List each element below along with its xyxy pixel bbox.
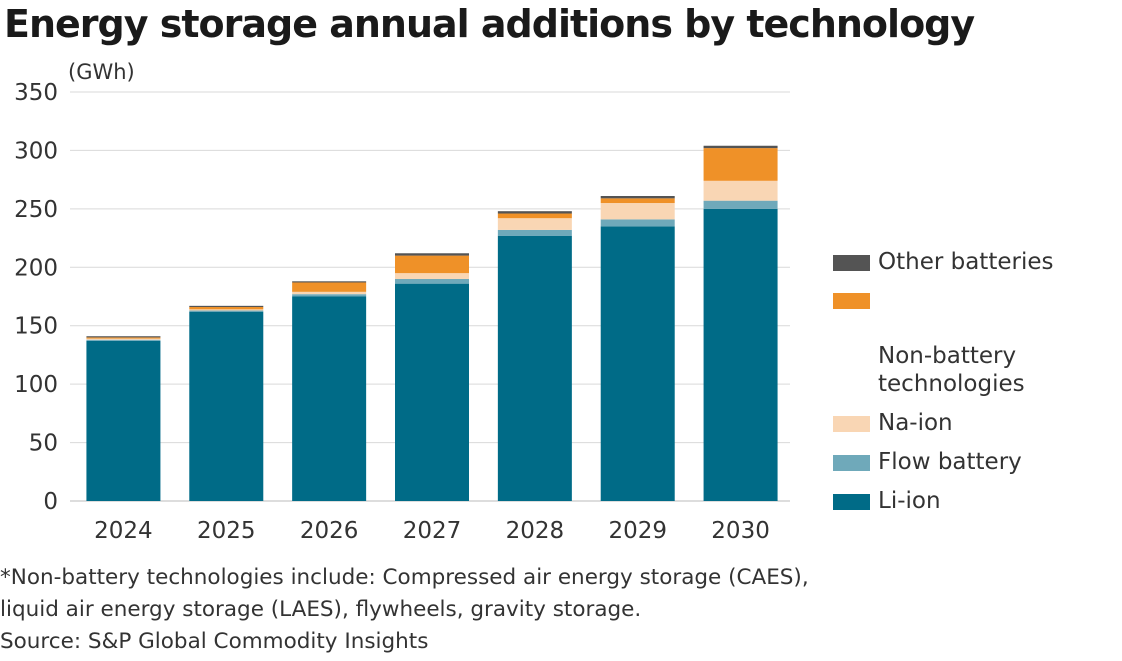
bar-segment-li-ion [189, 311, 264, 501]
bar-stack-2027 [395, 253, 469, 501]
bar-segment-other-batteries [703, 145, 778, 149]
legend-swatch [833, 416, 870, 432]
bar-segment-other-batteries [395, 253, 469, 256]
bar-segment-li-ion [86, 340, 161, 501]
bar-stack-2026 [292, 281, 367, 501]
bar-segment-other-batteries [86, 336, 161, 338]
bar-segment-li-ion [703, 208, 778, 501]
bar-stack-2024 [86, 336, 161, 501]
legend-item-li-ion: Li-ion [833, 487, 1113, 515]
legend-item-other-batteries: Other batteries [833, 248, 1113, 276]
bar-segment-non-battery-technologies [86, 337, 161, 339]
bar-segment-li-ion [600, 226, 675, 501]
x-tick-label: 2028 [506, 518, 565, 544]
source-note: Source: S&P Global Commodity Insights [0, 629, 429, 654]
footnote-line-1: *Non-battery technologies include: Compr… [0, 565, 809, 590]
footnotes: *Non-battery technologies include: Compr… [0, 562, 809, 658]
bar-segment-non-battery-technologies [395, 255, 469, 274]
y-tick-label: 350 [14, 80, 58, 106]
chart-title: Energy storage annual additions by techn… [4, 2, 975, 46]
bar-segment-flow-battery [497, 229, 572, 236]
y-tick-label: 100 [14, 372, 58, 398]
x-axis-ticks: 2024 2025 2026 2027 2028 2029 2030 [94, 518, 770, 544]
y-tick-label: 200 [14, 255, 58, 281]
legend-label: Li-ion [878, 488, 941, 514]
bar-segment-flow-battery [189, 310, 264, 312]
bar-segment-na-ion [292, 291, 367, 295]
legend-swatch [833, 255, 870, 271]
x-tick-label: 2025 [197, 518, 256, 544]
y-tick-label: 50 [29, 431, 58, 457]
bar-stack-2025 [189, 305, 264, 501]
legend-swatch [833, 293, 870, 309]
bar-segment-flow-battery [86, 339, 161, 341]
bar-segment-flow-battery [600, 219, 675, 227]
y-tick-label: 150 [14, 314, 58, 340]
bar-segment-flow-battery [395, 278, 469, 284]
x-tick-label: 2026 [300, 518, 359, 544]
bar-segment-non-battery-technologies [703, 148, 778, 181]
bar-segment-other-batteries [600, 196, 675, 199]
x-tick-label: 2030 [711, 518, 770, 544]
y-axis-unit-label: (GWh) [68, 60, 135, 84]
y-axis-ticks: 0 50 100 150 200 250 300 350 [14, 80, 58, 515]
bar-segment-non-battery-technologies [600, 198, 675, 204]
bar-segment-na-ion [703, 180, 778, 201]
legend-label: Na-ion [878, 410, 953, 436]
bar-segment-other-batteries [292, 281, 367, 283]
bar-stack-2028 [497, 211, 572, 501]
legend-swatch [833, 494, 870, 510]
bar-segment-li-ion [292, 296, 367, 501]
bar-segment-non-battery-technologies [292, 282, 367, 292]
legend: Other batteries Non-battery technologies… [833, 248, 1113, 515]
x-tick-label: 2027 [403, 518, 462, 544]
legend-label: Non-battery technologies [878, 343, 1025, 397]
bar-segment-na-ion [189, 309, 264, 311]
bar-segment-na-ion [600, 203, 675, 220]
y-tick-label: 250 [14, 197, 58, 223]
legend-label: Flow battery [878, 449, 1022, 475]
bar-segment-non-battery-technologies [189, 307, 264, 310]
bar-segment-li-ion [497, 235, 572, 501]
legend-label: Other batteries [878, 249, 1054, 275]
bar-segment-na-ion [497, 218, 572, 230]
bar-segment-other-batteries [189, 305, 264, 308]
legend-item-na-ion: Na-ion [833, 409, 1113, 437]
bar-segment-other-batteries [497, 211, 572, 214]
bar-segment-flow-battery [292, 294, 367, 297]
y-tick-label: 0 [43, 489, 58, 515]
bar-segment-li-ion [395, 283, 469, 501]
bar-stack-2029 [600, 196, 675, 501]
bar-segment-flow-battery [703, 200, 778, 209]
legend-item-flow-battery: Flow battery [833, 448, 1113, 476]
bar-segment-na-ion [395, 273, 469, 279]
bar-segment-non-battery-technologies [497, 213, 572, 219]
legend-swatch [833, 455, 870, 471]
bars [86, 145, 778, 501]
x-tick-label: 2029 [608, 518, 667, 544]
legend-item-non-battery-technologies: Non-battery technologies [833, 286, 1113, 398]
footnote-line-2: liquid air energy storage (LAES), flywhe… [0, 597, 642, 622]
bar-segment-na-ion [86, 338, 161, 340]
x-tick-label: 2024 [94, 518, 153, 544]
bar-stack-2030 [703, 145, 778, 501]
y-tick-label: 300 [14, 138, 58, 164]
